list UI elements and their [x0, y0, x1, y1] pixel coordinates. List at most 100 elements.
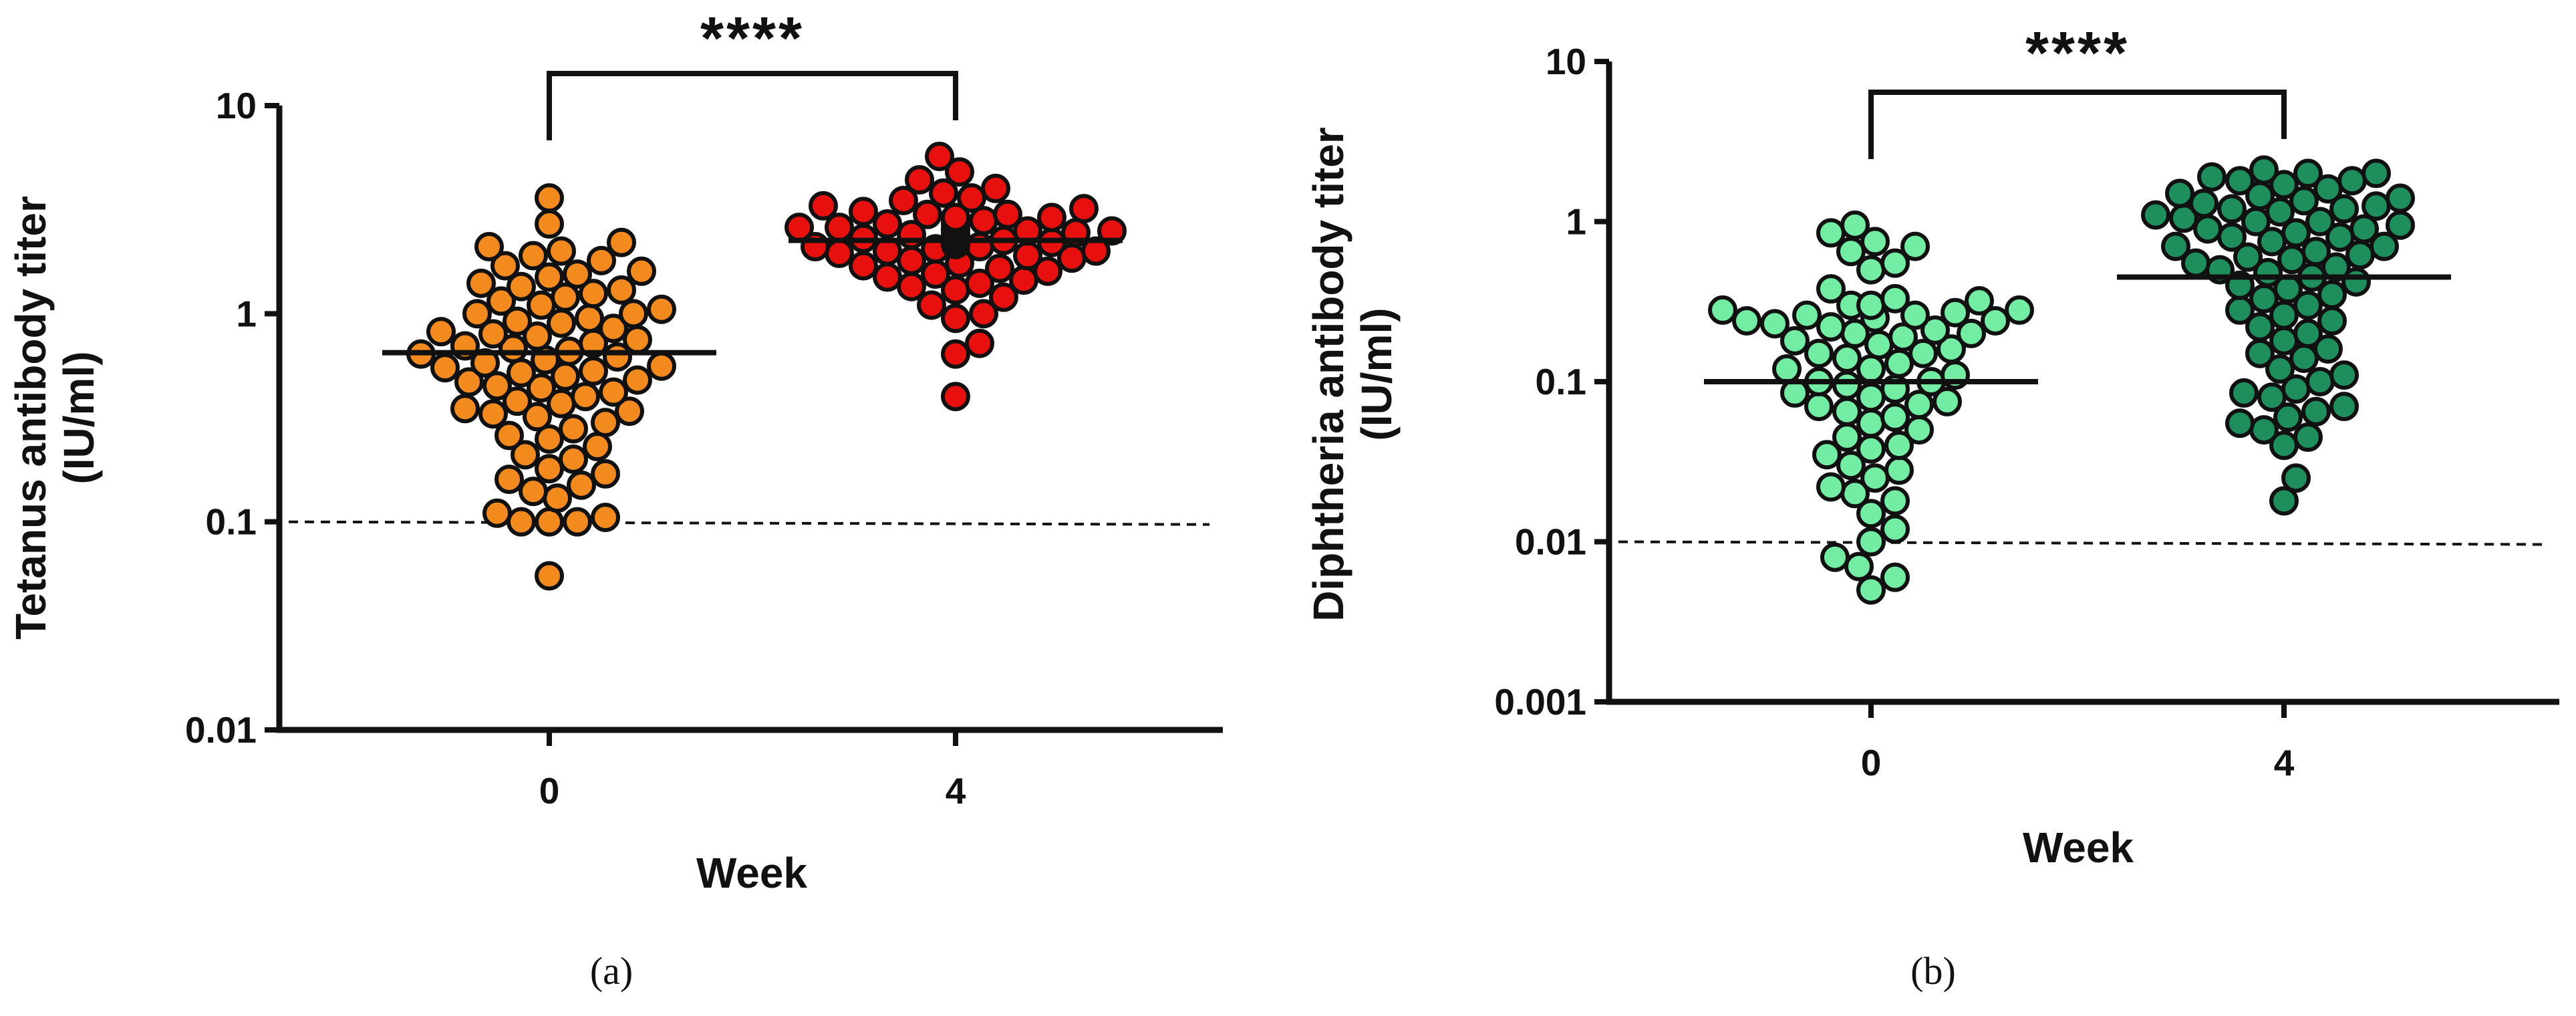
panel-b-data-point — [2249, 283, 2279, 313]
panel-a-data-point — [486, 286, 516, 316]
panel-b-data-point — [2189, 188, 2219, 219]
panel-a-data-point — [647, 294, 676, 324]
panel-b-data-point — [2370, 231, 2399, 261]
panel-a-data-point — [615, 396, 644, 426]
panel-b-data-point — [1860, 227, 1890, 257]
panel-a-data-point — [849, 251, 878, 281]
panel-b-data-point — [2386, 210, 2415, 240]
panel-a-data-point — [563, 507, 592, 537]
panel-a-data-point — [551, 282, 580, 312]
panel-a-tetanus: 0.01 0.1 1 10 0 4 **** Tetanus antibody tite… — [7, 5, 1223, 993]
panel-b-y-tick-label: 0.01 — [1515, 521, 1586, 563]
panel-a-y-tick-label: 0.01 — [185, 709, 257, 751]
panel-b-data-point — [2337, 166, 2367, 196]
panel-b-x-axis-title: Week — [2023, 823, 2134, 872]
panel-a-data-point — [503, 386, 532, 416]
panel-b-data-point — [2386, 183, 2415, 213]
panel-a-y-tick-label: 0.1 — [206, 501, 257, 543]
panel-b-data-point — [1880, 283, 1910, 313]
panel-a-data-point — [599, 313, 628, 344]
panel-b-data-point — [2269, 170, 2299, 200]
panel-b-data-point — [1732, 305, 1761, 336]
panel-b-data-point — [2293, 290, 2323, 320]
panel-a-x-axis-title: Week — [696, 849, 807, 897]
panel-a-data-point — [575, 303, 604, 334]
panel-b-data-point — [1816, 311, 1846, 342]
panel-a-data-point — [571, 382, 600, 412]
panel-b-data-point — [1937, 334, 1966, 364]
panel-a-data-point — [1009, 265, 1038, 295]
panel-b-data-point — [2161, 231, 2190, 261]
panel-b-data-point — [1880, 514, 1910, 544]
panel-a-data-point — [623, 325, 652, 355]
panel-b-data-point — [1880, 248, 1910, 278]
panel-a-data-point — [519, 241, 548, 271]
panel-a-data-point — [587, 245, 616, 275]
panel-a-data-point — [591, 459, 620, 489]
panel-b-data-point — [1820, 542, 1850, 572]
panel-b-data-point — [1856, 527, 1886, 557]
panel-a-data-point — [490, 251, 520, 281]
panel-a-data-point — [599, 377, 628, 407]
panel-a-data-point — [535, 183, 564, 213]
panel-a-data-point — [466, 268, 496, 298]
panel-b-data-point — [1804, 338, 1834, 368]
panel-a-data-point — [941, 339, 970, 369]
panel-b-y-tick-label: 10 — [1546, 41, 1586, 82]
panel-a-data-point — [925, 142, 954, 172]
panel-b-data-point — [2301, 237, 2331, 267]
panel-a-data-point — [945, 157, 974, 187]
panel-b-data-point — [2245, 338, 2275, 368]
panel-b-data-point — [1772, 354, 1802, 384]
panel-b-data-point — [1812, 440, 1842, 470]
panel-a-data-point — [627, 256, 656, 286]
panel-b-data-point — [1836, 451, 1866, 481]
panel-b-y-tick-label: 0.001 — [1494, 681, 1586, 723]
panel-a-data-point — [579, 356, 608, 386]
panel-b-data-point — [2269, 326, 2299, 356]
panel-b-data-point — [2305, 207, 2335, 237]
panel-b-y-axis-title: Diphtheria antibody titer — [1304, 127, 1352, 622]
panel-a-y-tick-label: 10 — [216, 85, 257, 126]
panel-a-data-point — [482, 371, 512, 401]
panel-a-data-point — [619, 299, 648, 329]
panel-b-x-tick-label: 0 — [1861, 742, 1882, 783]
panel-b-data-point — [1884, 430, 1914, 461]
panel-b-data-point — [2293, 318, 2323, 348]
panel-a-data-point — [478, 399, 508, 429]
panel-b-data-point — [2005, 295, 2034, 325]
panel-a-data-point — [809, 190, 838, 221]
panel-a-caption: (a) — [590, 949, 633, 993]
panel-b-y-axis-unit: (IU/ml) — [1352, 307, 1401, 440]
panel-b-data-point — [2265, 354, 2295, 384]
panel-a-threshold-line — [272, 520, 1210, 526]
panel-a-data-point — [567, 470, 596, 500]
panel-b-data-point — [1832, 396, 1862, 426]
panel-a-data-point — [591, 503, 620, 533]
panel-a-data-point — [591, 408, 620, 438]
panel-b-data-point — [1884, 455, 1914, 485]
panel-a-data-point — [989, 282, 1018, 312]
panel-a-data-point — [559, 444, 588, 474]
panel-b-data-point — [1864, 330, 1894, 360]
panel-a-data-point — [579, 279, 608, 309]
panel-b-data-point — [1856, 354, 1886, 384]
panel-b-data-point — [2293, 422, 2323, 453]
panel-a-data-point — [535, 424, 564, 454]
panel-b-data-point — [2281, 218, 2311, 248]
panel-a-data-point — [583, 432, 612, 462]
panel-b-data-point — [2329, 194, 2359, 224]
panel-b-data-point — [2225, 408, 2255, 438]
panel-b-threshold-line — [1602, 540, 2547, 546]
panel-a-data-point — [494, 420, 524, 451]
panel-a-data-point — [941, 203, 970, 233]
panel-b-data-point — [2225, 295, 2255, 325]
panel-b-data-point — [1900, 300, 1930, 330]
panel-a-data-point — [494, 465, 524, 495]
panel-a-data-point — [1097, 216, 1127, 246]
panel-b-data-point — [1856, 434, 1886, 464]
panel-b-data-point — [2313, 334, 2343, 364]
panel-a-data-point — [921, 259, 950, 289]
panel-a-data-point — [969, 299, 998, 329]
panel-b-data-point — [2245, 311, 2275, 342]
